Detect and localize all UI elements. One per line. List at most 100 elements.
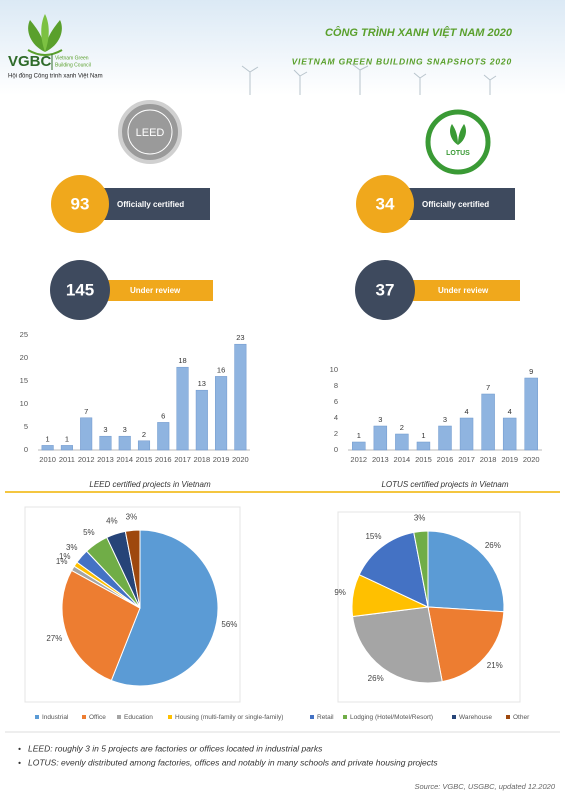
title-en: VIETNAM GREEN BUILDING SNAPSHOTS 2020 (292, 56, 512, 66)
stat: 93 Officially certified (51, 175, 210, 233)
pie-slice (413, 530, 429, 608)
value-label: 1 (46, 434, 50, 443)
logo-vn: Hội đồng Công trình xanh Việt Nam (8, 74, 103, 80)
y-tick-label: 8 (334, 381, 338, 390)
pie-slice (124, 529, 141, 609)
pie-slice (61, 569, 141, 682)
bar (524, 377, 538, 451)
leed-badge-label: LEED (136, 127, 165, 139)
stat-value: 34 (376, 194, 395, 213)
value-label: 7 (486, 383, 490, 392)
value-label: 1 (421, 431, 425, 440)
x-tick-label: 2019 (501, 455, 518, 464)
turbines (241, 63, 497, 95)
value-label: 4 (508, 407, 512, 416)
legend-swatch (82, 715, 86, 719)
value-label: 23 (236, 333, 244, 342)
legend-label: Housing (multi-family or single-family) (175, 714, 283, 721)
x-tick-label: 2010 (39, 455, 56, 464)
pie-slice (427, 606, 505, 683)
x-tick-label: 2018 (480, 455, 497, 464)
legend-label: Industrial (42, 714, 69, 721)
value-label: 16 (217, 365, 225, 374)
legend-swatch (168, 715, 172, 719)
stat: 145 Under review (50, 260, 213, 320)
stat-value: 93 (71, 194, 90, 213)
slice-label: 3% (66, 543, 78, 552)
slice-label: 1% (56, 557, 68, 566)
stat-value: 145 (66, 280, 94, 299)
legend-label: Warehouse (459, 714, 492, 721)
slice-label: 56% (221, 620, 237, 629)
x-tick-label: 2014 (394, 455, 411, 464)
bar (195, 389, 208, 451)
chart-title: LEED certified projects in Vietnam (89, 480, 211, 489)
slice-label: 3% (414, 514, 426, 523)
legend-label: Other (513, 714, 530, 721)
lotus-badge-label: LOTUS (446, 150, 470, 157)
bullet: • (18, 757, 21, 767)
value-label: 2 (142, 430, 146, 439)
leed-badge (118, 100, 182, 164)
value-label: 18 (178, 356, 186, 365)
slice-label: 26% (485, 541, 501, 550)
note: LOTUS: evenly distributed among factorie… (28, 757, 438, 767)
value-label: 3 (443, 415, 447, 424)
value-label: 3 (103, 425, 107, 434)
title-vn: CÔNG TRÌNH XANH VIỆT NAM 2020 (325, 26, 513, 39)
legend-label: Education (124, 714, 153, 721)
logo-sub: Vietnam Green (55, 55, 89, 61)
header-background (0, 0, 565, 95)
x-tick-label: 2018 (193, 455, 210, 464)
stat: 34 Officially certified (356, 175, 515, 233)
slice-label: 5% (83, 528, 95, 537)
x-tick-label: 2015 (415, 455, 432, 464)
bar (80, 417, 93, 451)
bar (41, 445, 54, 451)
stat: 37 Under review (355, 260, 520, 320)
x-tick-label: 2016 (155, 455, 172, 464)
slice-label: 3% (126, 513, 138, 522)
leed-badge-ring (127, 109, 173, 155)
value-label: 3 (123, 425, 127, 434)
legend-label: Retail (317, 714, 334, 721)
slice-label: 26% (368, 674, 384, 683)
bar (438, 425, 452, 451)
x-tick-label: 2014 (116, 455, 133, 464)
y-tick-label: 4 (334, 413, 338, 422)
bar (157, 422, 170, 451)
pie-slice (110, 529, 219, 687)
y-tick-label: 15 (20, 376, 28, 385)
x-tick-label: 2012 (78, 455, 95, 464)
legend-swatch (506, 715, 510, 719)
logo-sub: Building Council (55, 62, 91, 68)
legend-swatch (117, 715, 121, 719)
y-tick-label: 0 (24, 445, 28, 454)
value-label: 6 (161, 411, 165, 420)
x-tick-label: 2020 (523, 455, 540, 464)
x-tick-label: 2017 (174, 455, 191, 464)
bar (416, 441, 431, 451)
value-label: 7 (84, 407, 88, 416)
slice-label: 1% (59, 552, 71, 561)
y-tick-label: 10 (20, 399, 28, 408)
y-tick-label: 20 (20, 353, 28, 362)
stat-label: Under review (130, 286, 181, 295)
bar (99, 435, 112, 451)
bar (234, 343, 247, 451)
x-tick-label: 2011 (59, 455, 75, 464)
slice-label: 4% (106, 517, 118, 526)
stat-label: Officially certified (117, 200, 184, 209)
stat-label: Officially certified (422, 200, 489, 209)
value-label: 4 (464, 407, 468, 416)
bar (373, 425, 388, 451)
bar (60, 445, 73, 451)
pie-slice (352, 606, 443, 684)
bar (481, 393, 495, 451)
bullet: • (18, 743, 21, 753)
y-tick-label: 10 (330, 365, 338, 374)
legend-label: Office (89, 714, 106, 721)
slice-label: 15% (365, 532, 381, 541)
legend-label: Lodging (Hotel/Motel/Resort) (350, 714, 433, 721)
bar (118, 435, 131, 451)
